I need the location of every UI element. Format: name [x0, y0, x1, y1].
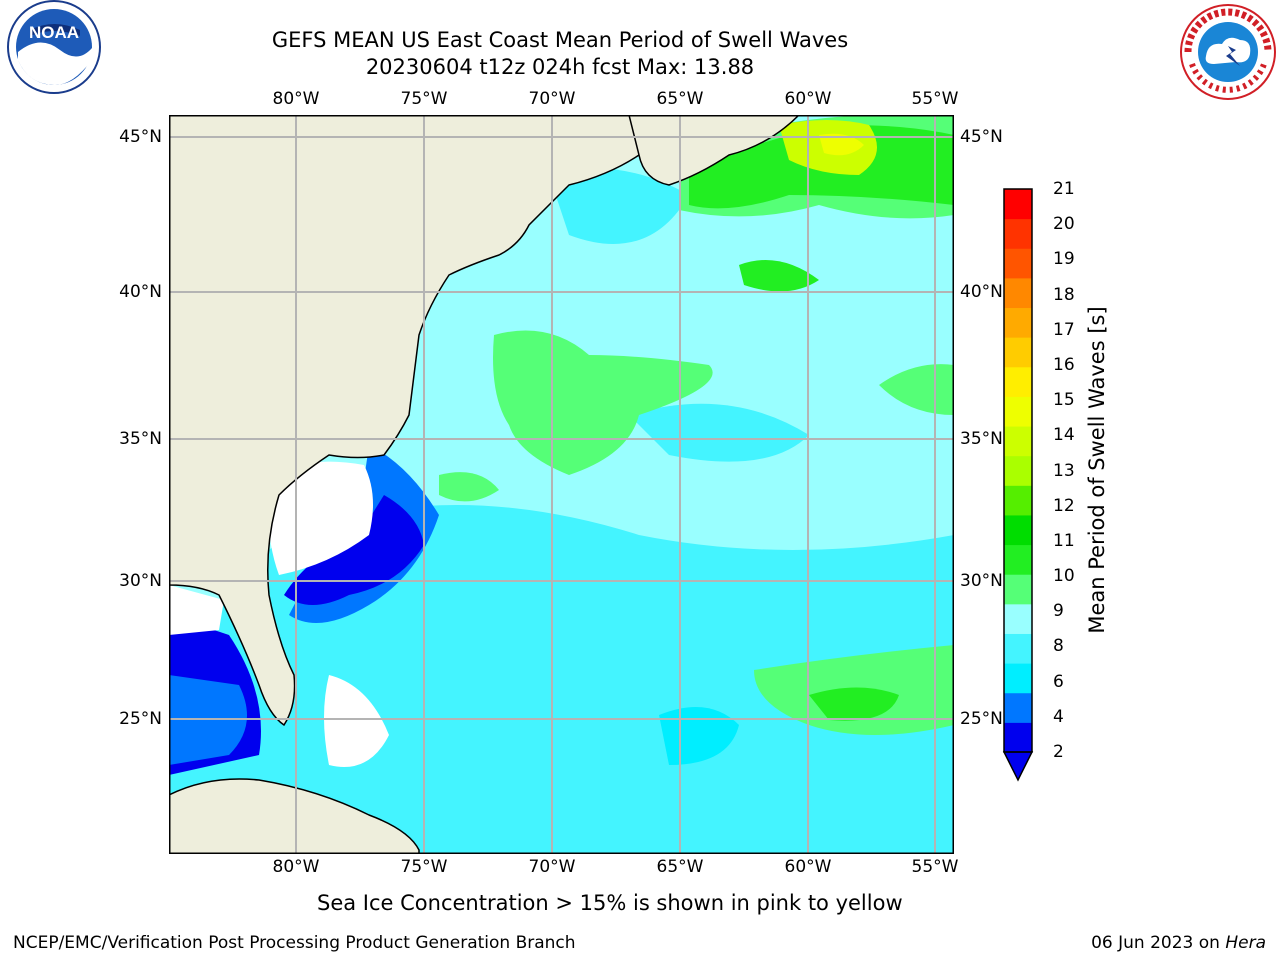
- lon-tick-bottom-55w: 55°W: [911, 857, 959, 877]
- colorbar-swatch: [1004, 514, 1032, 546]
- swell-band-6-8s-north: [549, 168, 689, 244]
- swell-band-6-8s-upper: [629, 403, 809, 462]
- footer-host: Hera: [1225, 933, 1266, 953]
- colorbar-swatch: [1004, 485, 1032, 516]
- sea-ice-note: Sea Ice Concentration > 15% is shown in …: [317, 891, 903, 915]
- colorbar-swatch: [1004, 455, 1032, 486]
- lon-tick-top-70w: 70°W: [528, 89, 576, 109]
- colorbar-swatch: [1004, 337, 1032, 368]
- colorbar-swatch: [1004, 396, 1032, 427]
- colorbar-tick-label: 4: [1053, 706, 1064, 727]
- swell-band-10-12s-southeast: [809, 687, 899, 721]
- lon-tick-bottom-60w: 60°W: [784, 857, 832, 877]
- colorbar-tick-label: 2: [1053, 742, 1064, 762]
- colorbar-tick-label: 12: [1053, 495, 1075, 516]
- swell-period-map: [169, 115, 954, 854]
- colorbar-tick-label: 8: [1053, 636, 1064, 657]
- colorbar-swatch: [1004, 248, 1032, 279]
- lat-tick-left-40n: 40°N: [119, 282, 162, 302]
- nws-logo: [1180, 4, 1276, 100]
- colorbar-swatch: [1004, 218, 1032, 249]
- lat-tick-right-45n: 45°N: [960, 127, 1003, 147]
- footer-credit: NCEP/EMC/Verification Post Processing Pr…: [13, 933, 576, 953]
- colorbar-tick-label: 14: [1053, 425, 1075, 446]
- lat-tick-left-30n: 30°N: [119, 571, 162, 591]
- colorbar-swatch: [1004, 277, 1032, 309]
- colorbar-tick-label: 16: [1053, 354, 1075, 375]
- missing-data-gulf: [169, 585, 224, 635]
- lat-tick-right-30n: 30°N: [960, 571, 1003, 591]
- lat-tick-left-45n: 45°N: [119, 127, 162, 147]
- chart-title-line-2: 20230604 t12z 024h fcst Max: 13.88: [365, 55, 755, 79]
- land-cuba: [169, 778, 420, 854]
- graticule: [169, 115, 954, 854]
- colorbar-swatch: [1004, 426, 1032, 457]
- colorbar-tick-label: 19: [1053, 249, 1075, 270]
- land-maritimes: [628, 115, 801, 186]
- colorbar-swatch: [1004, 574, 1032, 605]
- missing-data-georgia-bight: [267, 461, 373, 575]
- colorbar-swatch: [1004, 663, 1032, 694]
- lon-tick-top-65w: 65°W: [656, 89, 704, 109]
- colorbar-tick-label: 15: [1053, 390, 1075, 411]
- lon-tick-bottom-75w: 75°W: [400, 857, 448, 877]
- colorbar-swatch: [1004, 603, 1032, 634]
- colorbar-tick-label: 18: [1053, 284, 1075, 305]
- colorbar-tick-label: 10: [1053, 566, 1075, 587]
- lon-tick-bottom-80w: 80°W: [272, 857, 320, 877]
- colorbar-tick-label: 13: [1053, 460, 1075, 481]
- colorbar-swatch: [1004, 544, 1032, 575]
- colorbar-frame: [1003, 188, 1033, 753]
- land-north-america: [169, 115, 644, 727]
- colorbar-swatch: [1004, 307, 1032, 338]
- lon-tick-top-60w: 60°W: [784, 89, 832, 109]
- colorbar-swatch: [1004, 692, 1032, 723]
- lon-tick-top-55w: 55°W: [911, 89, 959, 109]
- colorbar-swatch: [1004, 722, 1032, 753]
- colorbar-tick-label: 21: [1053, 179, 1075, 199]
- swell-band-10-12s-mid: [739, 260, 819, 292]
- colorbar-tick-label: 9: [1053, 601, 1064, 622]
- footer-date-text: 06 Jun 2023 on: [1091, 933, 1226, 953]
- swell-band-below-2s-shelf: [284, 495, 424, 605]
- lon-tick-top-75w: 75°W: [400, 89, 448, 109]
- colorbar-tick-label: 20: [1053, 214, 1075, 235]
- colorbar-tick-label: 11: [1053, 530, 1075, 551]
- swell-band-13-14s: [819, 133, 864, 156]
- noaa-logo-text: NOAA: [29, 23, 79, 42]
- lon-tick-top-80w: 80°W: [272, 89, 320, 109]
- colorbar-title: Mean Period of Swell Waves [s]: [1085, 306, 1109, 634]
- colorbar-tick-label: 6: [1053, 671, 1064, 692]
- chart-title-line-1: GEFS MEAN US East Coast Mean Period of S…: [271, 28, 849, 52]
- colorbar-swatch: [1004, 189, 1032, 220]
- lon-tick-bottom-65w: 65°W: [656, 857, 704, 877]
- lat-tick-right-40n: 40°N: [960, 282, 1003, 302]
- lat-tick-left-35n: 35°N: [119, 429, 162, 449]
- lat-tick-right-25n: 25°N: [960, 709, 1003, 729]
- colorbar-tick-label: 17: [1053, 319, 1075, 340]
- lat-tick-right-35n: 35°N: [960, 429, 1003, 449]
- lat-tick-left-25n: 25°N: [119, 709, 162, 729]
- colorbar: [1002, 188, 1034, 782]
- colorbar-swatch: [1004, 633, 1032, 664]
- colorbar-extend-arrow: [1002, 751, 1034, 782]
- colorbar-swatch: [1004, 366, 1032, 397]
- map-frame: [169, 115, 954, 854]
- missing-data-bahamas: [324, 675, 389, 767]
- noaa-logo: NOAA: [7, 0, 101, 94]
- swell-band-9-10s-patch: [439, 472, 499, 502]
- footer-date: 06 Jun 2023 on Hera: [1091, 933, 1266, 953]
- lon-tick-bottom-70w: 70°W: [528, 857, 576, 877]
